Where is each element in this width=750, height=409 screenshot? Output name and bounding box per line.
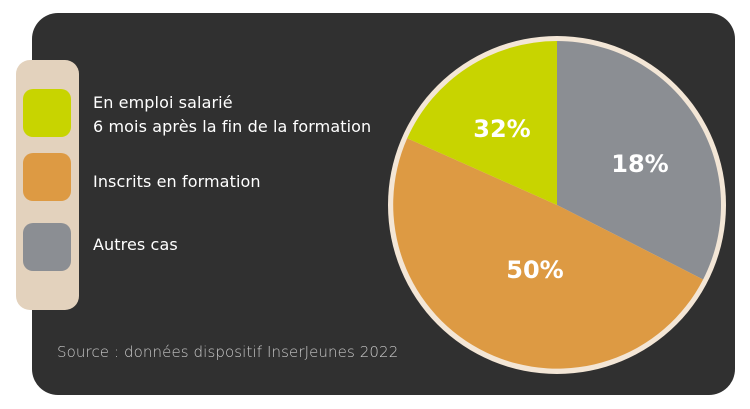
legend-label-other: Autres cas: [93, 235, 178, 254]
pie-label-training: 50%: [506, 256, 563, 284]
pie-label-employed: 32%: [473, 115, 530, 143]
legend-swatch-training: [23, 153, 71, 201]
pie-slice-other: [557, 41, 721, 280]
legend-label-employed: En emploi salarié 6 mois après la fin de…: [93, 91, 371, 139]
legend-bar: [16, 60, 79, 310]
pie-slice-training: [393, 138, 704, 369]
legend-swatch-other: [23, 223, 71, 271]
legend-swatch-employed: [23, 89, 71, 137]
legend-label-employed-line2: 6 mois après la fin de la formation: [93, 117, 372, 136]
legend-label-employed-line1: En emploi salarié: [93, 93, 233, 112]
pie-label-other: 18%: [611, 150, 668, 178]
source-note: Source : données dispositif InserJeunes …: [57, 343, 399, 361]
legend-label-training: Inscrits en formation: [93, 172, 261, 191]
pie-slice-employed: [407, 41, 557, 205]
